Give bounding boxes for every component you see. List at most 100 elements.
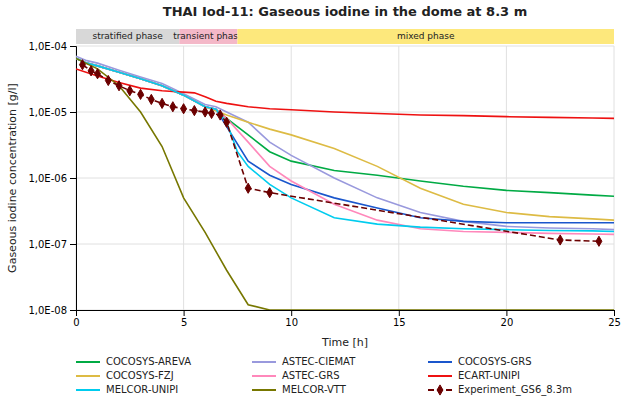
x-tick-mark xyxy=(184,310,185,316)
y-tick-mark xyxy=(70,178,76,179)
grid-line-y xyxy=(76,46,614,47)
legend-item: COCOSYS-AREVA xyxy=(76,356,191,367)
legend-label: Experiment_GS6_8.3m xyxy=(458,384,572,396)
phase-label: stratified phase xyxy=(92,31,163,41)
series-marker xyxy=(148,94,154,104)
series-line xyxy=(76,69,614,119)
series-marker xyxy=(127,86,133,96)
x-axis: 0 5 10 15 20 25 xyxy=(73,310,621,328)
chart-svg: stratified phase transient phase mixed pha… xyxy=(0,0,630,405)
series-marker xyxy=(224,117,230,127)
legend-item: ASTEC-CIEMAT xyxy=(252,356,356,367)
x-tick: 0 xyxy=(73,310,79,328)
series-marker xyxy=(209,108,215,118)
legend-swatch xyxy=(76,375,100,377)
legend-label: COCOSYS-GRS xyxy=(458,356,532,367)
series-marker xyxy=(202,107,208,117)
series-marker xyxy=(181,104,187,114)
x-tick-label: 10 xyxy=(285,317,298,328)
legend-label: ASTEC-CIEMAT xyxy=(282,356,356,367)
grid-line-y xyxy=(76,178,614,179)
grid-line-y xyxy=(76,244,614,245)
y-tick: 1,0E-04 xyxy=(28,41,76,52)
legend-label: ASTEC-GRS xyxy=(282,370,340,381)
y-tick-label: 1,0E-05 xyxy=(28,107,67,118)
y-tick: 1,0E-08 xyxy=(28,305,76,316)
series-marker xyxy=(267,188,273,198)
series-marker xyxy=(170,102,176,112)
y-tick-mark xyxy=(70,46,76,47)
x-tick: 10 xyxy=(285,310,298,328)
series-marker xyxy=(557,235,563,245)
series-line xyxy=(76,58,614,196)
x-tick-mark xyxy=(291,310,292,316)
y-tick: 1,0E-05 xyxy=(28,107,76,118)
x-axis-line xyxy=(77,311,615,317)
legend-item: ECART-UNIPI xyxy=(428,370,520,381)
legend-item: MELCOR-UNIPI xyxy=(76,384,178,395)
y-tick-label: 1,0E-06 xyxy=(28,173,67,184)
legend-swatch xyxy=(252,375,276,377)
legend-swatch xyxy=(76,389,100,391)
legend-label: MELCOR-UNIPI xyxy=(106,384,178,395)
series-line xyxy=(82,65,598,242)
series-line xyxy=(76,58,614,310)
x-tick-mark xyxy=(506,310,507,316)
data-layer xyxy=(76,56,614,310)
legend-swatch xyxy=(252,389,276,391)
series-marker xyxy=(95,69,101,79)
x-tick-label: 15 xyxy=(393,317,406,328)
phase-label: transient phase xyxy=(173,31,244,41)
series-marker xyxy=(80,60,86,70)
grid xyxy=(76,46,614,310)
phase-strip: stratified phase transient phase mixed pha… xyxy=(76,29,614,44)
phase-band xyxy=(76,29,179,44)
y-axis-line xyxy=(70,47,77,311)
y-axis-title: Gaseous iodine concentration [g/l] xyxy=(6,83,19,273)
y-tick-label: 1,0E-08 xyxy=(28,305,67,316)
series-line xyxy=(76,58,614,222)
x-tick-mark xyxy=(399,310,400,316)
legend-item: COCOSYS-GRS xyxy=(428,356,532,367)
legend-swatch xyxy=(428,361,452,363)
series-marker xyxy=(217,110,223,120)
legend-label: ECART-UNIPI xyxy=(458,370,520,381)
legend-item: COCOSYS-FZJ xyxy=(76,370,174,381)
x-tick-label: 0 xyxy=(73,317,79,328)
series-marker xyxy=(138,89,144,99)
series-marker xyxy=(105,75,111,85)
series-marker xyxy=(191,106,197,116)
series-marker xyxy=(159,98,165,108)
series-marker xyxy=(245,183,251,193)
x-axis-title: Time [h] xyxy=(321,336,368,349)
phase-label: mixed phase xyxy=(397,31,455,41)
legend-label: COCOSYS-FZJ xyxy=(106,370,174,381)
legend-label: MELCOR-VTT xyxy=(282,384,347,395)
legend-item: MELCOR-VTT xyxy=(252,384,347,395)
legend-swatch xyxy=(252,361,276,363)
x-tick: 15 xyxy=(393,310,406,328)
y-tick-mark xyxy=(70,112,76,113)
series-marker xyxy=(88,66,94,76)
plot-background xyxy=(76,46,614,310)
y-tick: 1,0E-07 xyxy=(28,239,76,250)
y-axis: 1,0E-08 1,0E-07 1,0E-06 1,0E-05 1,0E-04 xyxy=(28,41,76,316)
y-tick-mark xyxy=(70,244,76,245)
plot-area: stratified phase transient phase mixed pha… xyxy=(28,29,620,328)
legend-item: Experiment_GS6_8.3m xyxy=(428,384,572,396)
x-tick: 20 xyxy=(501,310,514,328)
legend-label: COCOSYS-AREVA xyxy=(106,356,191,367)
legend-item: ASTEC-GRS xyxy=(252,370,340,381)
legend-marker xyxy=(437,385,443,395)
legend-swatch xyxy=(428,375,452,377)
series-marker xyxy=(596,236,602,246)
legend-swatch xyxy=(76,361,100,363)
series-line xyxy=(76,58,614,234)
x-tick-label: 20 xyxy=(501,317,514,328)
phase-band xyxy=(237,29,614,44)
x-tick-label: 25 xyxy=(608,317,621,328)
legend: COCOSYS-AREVA ASTEC-CIEMAT COCOSYS-GRS COCO… xyxy=(76,356,572,396)
x-tick-label: 5 xyxy=(181,317,187,328)
y-tick-label: 1,0E-04 xyxy=(28,41,67,52)
series-marker xyxy=(116,81,122,91)
